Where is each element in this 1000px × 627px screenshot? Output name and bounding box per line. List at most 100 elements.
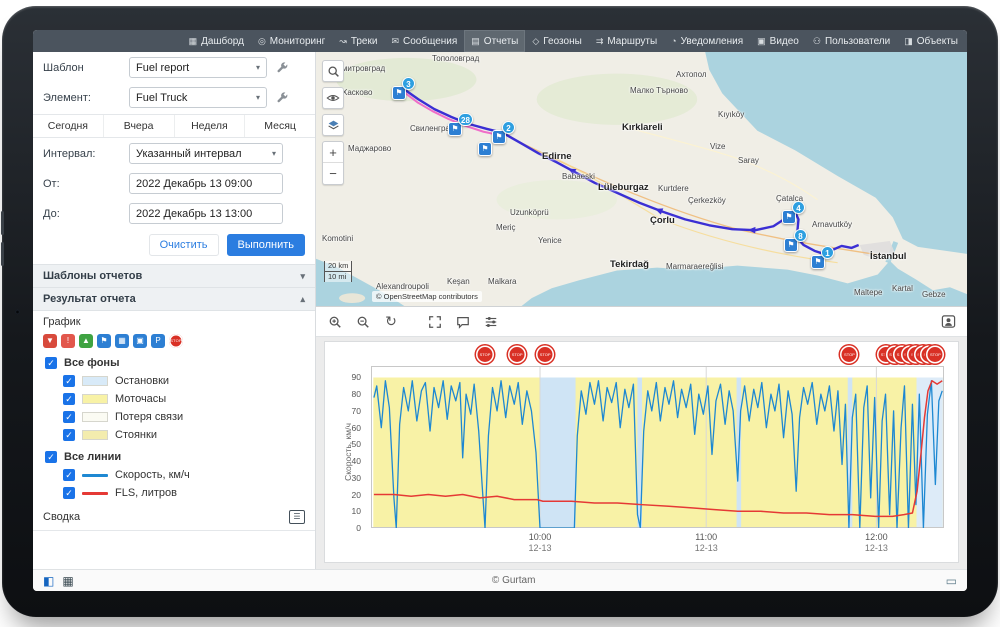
from-row: От: 2022 Декабрь 13 09:00 xyxy=(33,168,315,198)
nav-item[interactable]: ◔ Уведомления xyxy=(664,30,750,52)
fillings-icon[interactable]: ▲ xyxy=(79,334,93,348)
chart-settings-button[interactable] xyxy=(480,311,502,333)
zoom-in-button[interactable]: + xyxy=(323,142,343,163)
template-select[interactable]: Fuel report ▾ xyxy=(129,57,267,78)
chart-series-speed xyxy=(374,381,942,528)
checkbox[interactable]: ✓ xyxy=(63,487,75,499)
stop-event-badge[interactable]: stop xyxy=(841,347,857,362)
nav-item-icon: ◨ xyxy=(904,35,913,46)
quick-range-tab[interactable]: Вчера xyxy=(104,115,175,137)
wrench-icon[interactable] xyxy=(273,89,291,107)
checkbox[interactable]: ✓ xyxy=(63,411,75,423)
wrench-icon-svg xyxy=(276,62,287,73)
stop-event-badge[interactable]: stop xyxy=(537,347,553,362)
from-date-input[interactable]: 2022 Декабрь 13 09:00 xyxy=(129,173,283,194)
map-canvas[interactable]: Димитровград Хасково Тополовград Свиленград… xyxy=(316,52,967,307)
wrench-icon[interactable] xyxy=(273,59,291,77)
forest-area xyxy=(536,73,698,125)
urban-area xyxy=(859,241,896,260)
y-tick-label: 90 xyxy=(351,372,361,383)
nav-item[interactable]: ◇ Геозоны xyxy=(525,30,588,52)
nav-item[interactable]: ✉ Сообщения xyxy=(384,30,464,52)
interval-select[interactable]: Указанный интервал ▾ xyxy=(129,143,283,164)
images-icon[interactable]: ▦ xyxy=(115,334,129,348)
checkbox[interactable]: ✓ xyxy=(63,429,75,441)
display-icon[interactable]: ▭ xyxy=(945,573,957,588)
screen: ▦ Дашборд ◎ Мониторинг ↝ Треки ✉ Сообщен… xyxy=(33,30,967,591)
checkbox[interactable]: ✓ xyxy=(63,375,75,387)
chart-plot[interactable] xyxy=(371,366,944,528)
y-tick-label: 30 xyxy=(351,472,361,483)
nav-item[interactable]: ↝ Треки xyxy=(332,30,384,52)
chart-fit-button[interactable] xyxy=(424,311,446,333)
nav-item[interactable]: ◨ Объекты xyxy=(897,30,965,52)
checkbox-all-backgrounds[interactable]: ✓ xyxy=(45,357,57,369)
unit-select[interactable]: Fuel Truck ▾ xyxy=(129,87,267,108)
map-visibility-button[interactable] xyxy=(322,87,344,109)
map-attribution: © OpenStreetMap contributors xyxy=(372,291,482,302)
events-icon[interactable]: ⚑ xyxy=(97,334,111,348)
x-tick-label: 10:00 12-13 xyxy=(528,532,552,553)
x-axis-ticks: 10:00 12-13 11:00 12-13 12:00 12-13 xyxy=(371,532,944,560)
apps-grid-icon[interactable]: ▦ xyxy=(62,573,74,588)
quick-range-tab[interactable]: Сегодня xyxy=(33,115,104,137)
line-color-swatch xyxy=(82,491,108,495)
thefts-icon[interactable]: ▼ xyxy=(43,334,57,348)
template-label: Шаблон xyxy=(43,61,84,74)
stop-event-badge[interactable]: stop xyxy=(477,347,493,362)
stop-event-badge[interactable]: stop xyxy=(927,347,943,362)
line-item: ✓ FLS, литров xyxy=(33,484,315,502)
section-report-templates[interactable]: Шаблоны отчетов ▾ xyxy=(33,264,315,288)
chart-zoom-out-button[interactable] xyxy=(352,311,374,333)
from-date-value: 2022 Декабрь 13 09:00 xyxy=(136,177,253,190)
nav-item[interactable]: ▣ Видео xyxy=(750,30,806,52)
background-item: ✓ Потеря связи xyxy=(33,408,315,426)
quick-range-tab[interactable]: Неделя xyxy=(175,115,246,137)
video-icon[interactable]: ▣ xyxy=(133,334,147,348)
stop-event-badge[interactable]: stop xyxy=(509,347,525,362)
unit-row: Элемент: Fuel Truck ▾ xyxy=(33,82,315,112)
map-controls: + − xyxy=(322,60,344,185)
parkings-icon[interactable]: P xyxy=(151,334,165,348)
chevron-down-icon: ▾ xyxy=(255,63,260,72)
section-report-result[interactable]: Результат отчета ▴ xyxy=(33,288,315,311)
map-layers-button[interactable] xyxy=(322,114,344,136)
nav-item[interactable]: ◎ Мониторинг xyxy=(251,30,332,52)
chart-comment-button[interactable] xyxy=(452,311,474,333)
clear-button[interactable]: Очистить xyxy=(148,234,219,256)
scale-km: 20 km xyxy=(324,261,353,272)
nav-item[interactable]: ▤ Отчеты xyxy=(464,30,526,52)
nav-item-label: Сообщения xyxy=(403,35,458,47)
chart-zoom-in-button[interactable] xyxy=(324,311,346,333)
summary-table-icon[interactable]: ☰ xyxy=(289,510,305,524)
nav-item[interactable]: ▦ Дашборд xyxy=(182,30,251,52)
nav-item[interactable]: ⇉ Маршруты xyxy=(589,30,664,52)
scale-mi: 10 mi xyxy=(324,272,353,282)
execute-button[interactable]: Выполнить xyxy=(226,234,305,256)
checkbox[interactable]: ✓ xyxy=(63,393,75,405)
chart-reset-button[interactable]: ↻ xyxy=(380,311,402,333)
to-date-input[interactable]: 2022 Декабрь 13 13:00 xyxy=(129,203,283,224)
flag-icon: ⚑ xyxy=(784,238,798,252)
checkbox-all-lines[interactable]: ✓ xyxy=(45,451,57,463)
background-item-label: Моточасы xyxy=(115,393,167,405)
x-tick-label: 12:00 12-13 xyxy=(864,532,888,553)
background-item-label: Остановки xyxy=(115,375,170,387)
driver-card-button[interactable] xyxy=(937,311,959,333)
zoom-out-button[interactable]: − xyxy=(329,166,337,181)
sliders-icon xyxy=(485,316,497,327)
quick-range-tab[interactable]: Месяц xyxy=(264,120,296,132)
nav-item-label: Треки xyxy=(350,35,378,47)
stops-icon[interactable]: stop xyxy=(169,334,183,348)
volume-up-button xyxy=(1,211,4,235)
x-tick-label: 11:00 12-13 xyxy=(694,532,718,553)
nav-item-label: Уведомления xyxy=(680,35,744,47)
track-direction-arrow xyxy=(655,208,664,215)
speedings-icon[interactable]: ! xyxy=(61,334,75,348)
quick-range-tabs: Сегодня Вчера Неделя Месяц xyxy=(33,114,315,138)
map-search-button[interactable] xyxy=(322,60,344,82)
marker-number: 4 xyxy=(792,201,805,214)
checkbox[interactable]: ✓ xyxy=(63,469,75,481)
nav-item[interactable]: ⚇ Пользователи xyxy=(806,30,897,52)
layout-toggle-icon[interactable]: ◧ xyxy=(43,573,55,588)
